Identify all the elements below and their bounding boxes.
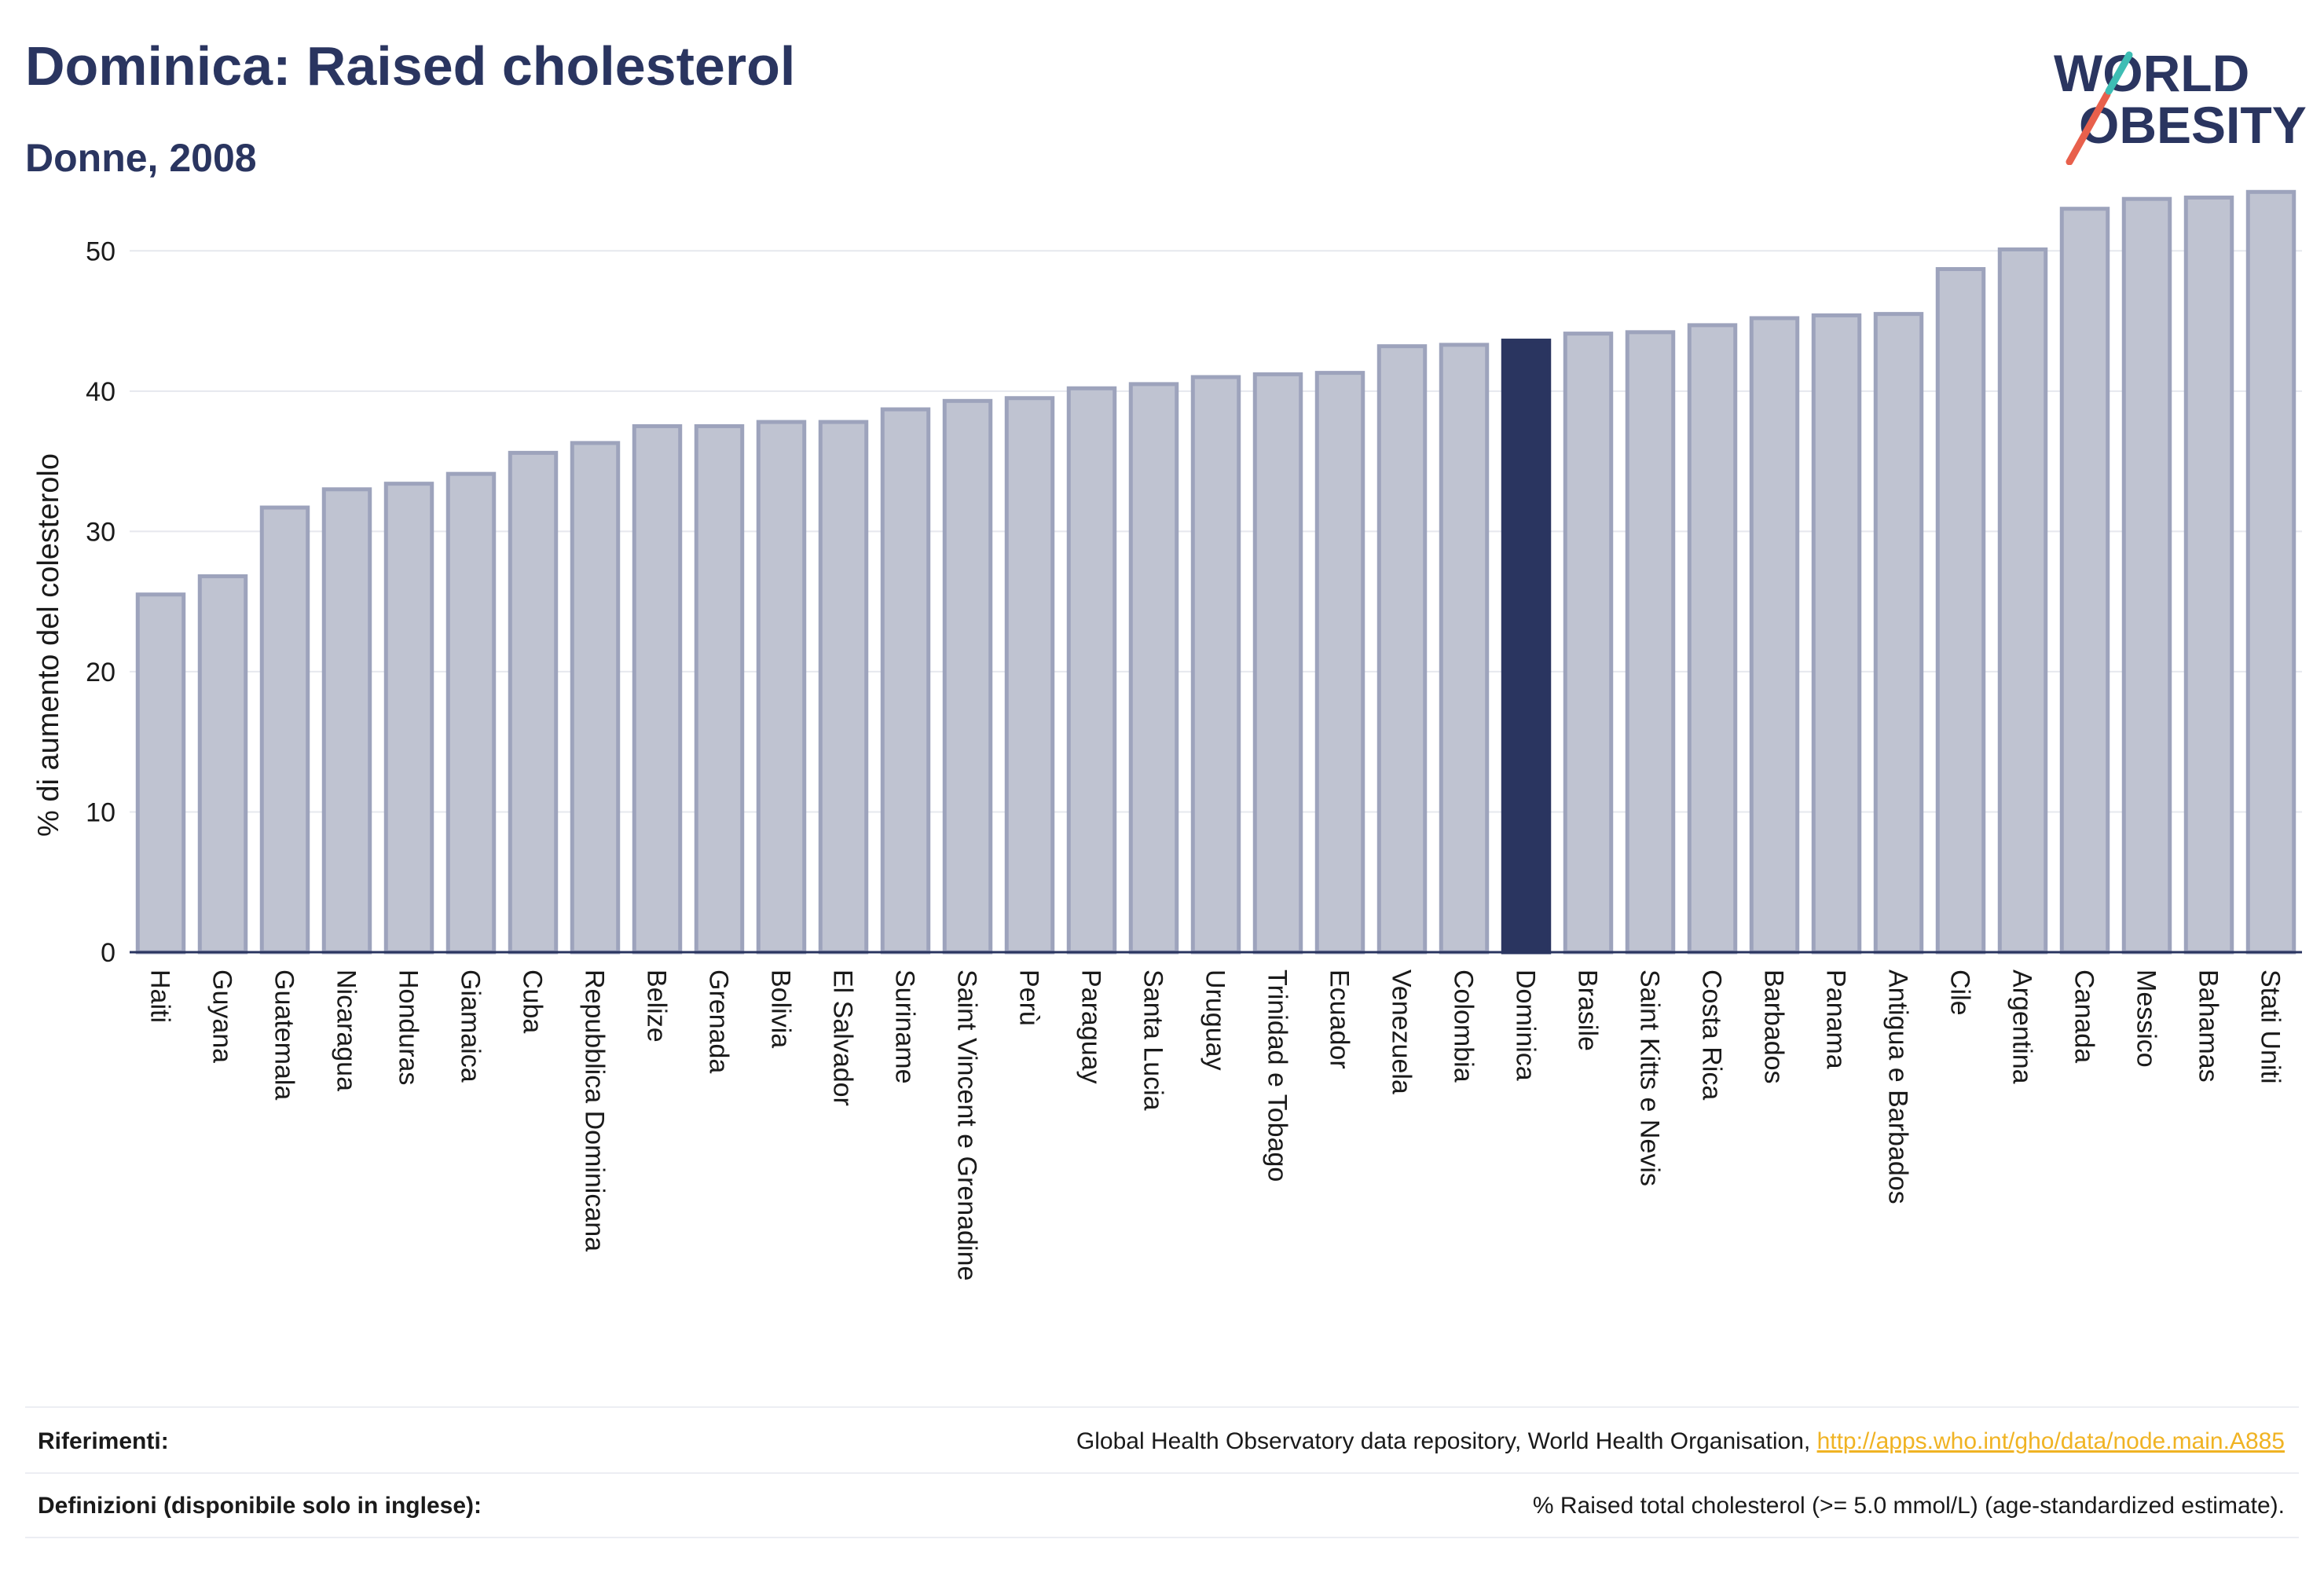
- references-link[interactable]: http://apps.who.int/gho/data/node.main.A…: [1816, 1428, 2285, 1454]
- bar-belize: [632, 423, 683, 955]
- bar-giamaica: [445, 471, 497, 955]
- references-text: Global Health Observatory data repositor…: [1076, 1428, 1817, 1454]
- x-tick-label: Trinidad e Tobago: [1263, 969, 1292, 1182]
- y-tick-label: 30: [86, 517, 115, 547]
- x-tick-label: Venezuela: [1387, 969, 1417, 1094]
- bar-barbados: [1749, 316, 1800, 955]
- x-tick-label: Antigua e Barbados: [1883, 969, 1913, 1204]
- bar-cuba: [508, 450, 559, 955]
- y-tick-label: 0: [101, 938, 115, 968]
- logo-slash-teal: [2105, 51, 2133, 95]
- x-tick-label: Nicaragua: [332, 969, 361, 1091]
- x-tick-label: Paraguay: [1076, 969, 1106, 1084]
- x-tick-label: Argentina: [2007, 969, 2037, 1084]
- x-tick-label: Saint Vincent e Grenadine: [952, 969, 982, 1281]
- x-tick-label: Giamaica: [456, 969, 486, 1083]
- bar-repubblica-dominicana: [570, 441, 621, 955]
- x-tick-label: Repubblica Dominicana: [580, 969, 610, 1252]
- x-tick-label: Brasile: [1573, 969, 1603, 1051]
- bar-messico: [2121, 196, 2172, 955]
- x-tick-label: Saint Kitts e Nevis: [1635, 969, 1665, 1186]
- logo-line-2: OBESITY: [2079, 96, 2307, 154]
- references-label: Riferimenti:: [38, 1428, 169, 1454]
- x-tick-label: Bahamas: [2194, 969, 2223, 1083]
- logo-line-1: WORLD: [2054, 44, 2249, 102]
- x-tick-label: Guyana: [207, 969, 237, 1063]
- x-tick-label: Santa Lucia: [1138, 969, 1168, 1111]
- bar-dominica: [1501, 339, 1552, 955]
- bar-venezuela: [1376, 344, 1428, 955]
- x-tick-label: Barbados: [1759, 969, 1789, 1084]
- bar-saint-kitts-e-nevis: [1625, 330, 1676, 955]
- bar-saint-vincent-e-grenadine: [942, 398, 993, 955]
- world-obesity-logo: WORLD OBESITY: [2054, 44, 2307, 165]
- bar-costa-rica: [1687, 323, 1738, 955]
- x-tick-label: Cuba: [518, 969, 548, 1033]
- x-tick-label: Uruguay: [1200, 969, 1230, 1071]
- x-tick-label: Suriname: [890, 969, 920, 1084]
- bar-el-salvador: [818, 420, 869, 955]
- definitions-label: Definizioni (disponibile solo in inglese…: [38, 1493, 482, 1519]
- x-tick-label: Ecuador: [1325, 969, 1354, 1069]
- x-tick-label: Panama: [1821, 969, 1851, 1069]
- y-axis-label: % di aumento del colesterolo: [32, 453, 65, 837]
- logo-slash-red: [2066, 90, 2111, 165]
- bar-panama: [1811, 313, 1862, 955]
- bar-guyana: [197, 574, 248, 955]
- y-tick-label: 10: [86, 797, 115, 827]
- x-tick-label: Perù: [1014, 969, 1044, 1026]
- bar-canada: [2059, 207, 2110, 955]
- bar-chart: 0 10 20 30 40 50 Haiti Guyana Guatemala Nicaragua…: [32, 189, 2302, 1281]
- bar-suriname: [880, 407, 931, 955]
- labels: 0 10 20 30 40 50 Haiti Guyana Guatemala Nicaragua…: [32, 236, 2286, 1281]
- y-tick-label: 20: [86, 658, 115, 687]
- x-tick-label: Haiti: [145, 969, 175, 1023]
- x-tick-label: Bolivia: [766, 969, 796, 1048]
- bar-honduras: [383, 482, 434, 955]
- definitions-value: % Raised total cholesterol (>= 5.0 mmol/…: [1532, 1493, 2285, 1519]
- bar-colombia: [1439, 343, 1490, 955]
- bars: [135, 189, 2297, 955]
- x-tick-label: Dominica: [1511, 969, 1541, 1081]
- bar-nicaragua: [321, 487, 372, 955]
- x-tick-label: Messico: [2132, 969, 2161, 1068]
- bar-guatemala: [259, 505, 310, 955]
- footer-divider-bottom: [25, 1537, 2299, 1538]
- bar-santa-lucia: [1128, 382, 1179, 955]
- bar-stati-uniti: [2245, 189, 2297, 955]
- bar-haiti: [135, 592, 186, 955]
- bar-per-: [1004, 396, 1055, 955]
- x-tick-label: El Salvador: [828, 969, 858, 1106]
- x-tick-label: Costa Rica: [1697, 969, 1727, 1100]
- bar-cile: [1935, 266, 1986, 955]
- bar-grenada: [694, 423, 745, 955]
- bar-bolivia: [756, 420, 807, 955]
- x-tick-label: Stati Uniti: [2256, 969, 2286, 1084]
- bar-argentina: [1997, 247, 2048, 955]
- bar-antigua-e-barbados: [1873, 312, 1924, 955]
- chart-subtitle: Donne, 2008: [25, 136, 257, 180]
- x-tick-label: Grenada: [704, 969, 734, 1073]
- bar-trinidad-e-tobago: [1252, 372, 1303, 955]
- x-tick-label: Colombia: [1449, 969, 1479, 1083]
- x-tick-label: Belize: [642, 969, 672, 1043]
- y-tick-label: 40: [86, 377, 115, 407]
- bar-bahamas: [2183, 195, 2234, 955]
- y-tick-label: 50: [86, 236, 115, 266]
- bar-brasile: [1563, 332, 1614, 955]
- footer-divider-middle: [25, 1472, 2299, 1474]
- chart-title: Dominica: Raised cholesterol: [25, 35, 796, 97]
- x-tick-label: Guatemala: [269, 969, 299, 1100]
- x-tick-label: Honduras: [394, 969, 423, 1085]
- x-tick-label: Cile: [1945, 969, 1975, 1016]
- bar-uruguay: [1190, 375, 1241, 955]
- bar-ecuador: [1314, 371, 1365, 955]
- bar-paraguay: [1066, 386, 1117, 955]
- footer-divider-top: [25, 1406, 2299, 1408]
- x-tick-label: Canada: [2069, 969, 2099, 1063]
- references-value: Global Health Observatory data repositor…: [1076, 1428, 2285, 1455]
